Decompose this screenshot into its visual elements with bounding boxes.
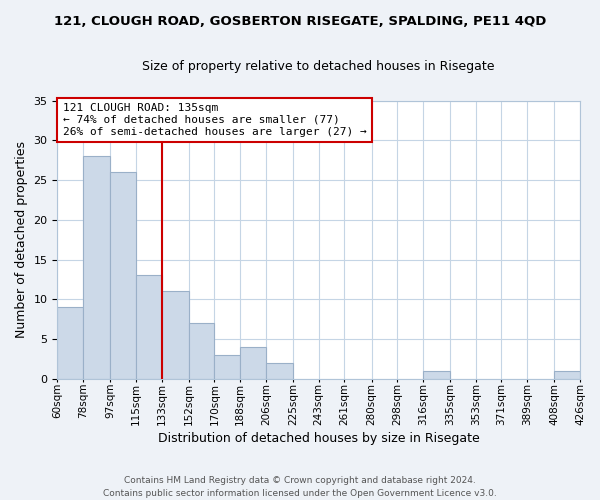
X-axis label: Distribution of detached houses by size in Risegate: Distribution of detached houses by size … (158, 432, 479, 445)
Bar (554, 371, 580, 379)
Y-axis label: Number of detached properties: Number of detached properties (15, 141, 28, 338)
Title: Size of property relative to detached houses in Risegate: Size of property relative to detached ho… (142, 60, 495, 73)
Bar (423, 371, 450, 379)
Bar (58, 307, 83, 379)
Bar (266, 363, 293, 379)
Bar (110, 172, 136, 379)
Bar (240, 347, 266, 379)
Bar (189, 323, 214, 379)
Bar (161, 292, 189, 379)
Bar (136, 276, 161, 379)
Bar (83, 156, 110, 379)
Bar (214, 355, 240, 379)
Text: Contains HM Land Registry data © Crown copyright and database right 2024.
Contai: Contains HM Land Registry data © Crown c… (103, 476, 497, 498)
Text: 121, CLOUGH ROAD, GOSBERTON RISEGATE, SPALDING, PE11 4QD: 121, CLOUGH ROAD, GOSBERTON RISEGATE, SP… (54, 15, 546, 28)
Text: 121 CLOUGH ROAD: 135sqm
← 74% of detached houses are smaller (77)
26% of semi-de: 121 CLOUGH ROAD: 135sqm ← 74% of detache… (62, 104, 367, 136)
